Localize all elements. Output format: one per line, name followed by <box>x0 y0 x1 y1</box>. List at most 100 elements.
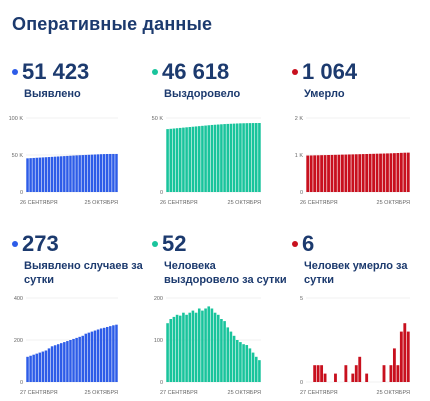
stat-label: Выздоровело <box>164 88 241 100</box>
bar <box>185 127 188 192</box>
bar <box>115 324 118 382</box>
y-tick-label: 50 K <box>12 153 24 159</box>
bar <box>90 331 94 382</box>
red-dot-icon <box>292 241 298 247</box>
bar <box>60 156 63 192</box>
bar <box>392 153 396 192</box>
bar <box>112 325 115 382</box>
chart-died-total: 0 1 K 2 K 26 СЕНТЯБРЯ 25 ОКТЯБРЯ <box>295 116 410 206</box>
bar <box>361 154 365 192</box>
bar <box>191 126 195 192</box>
bar <box>191 310 195 382</box>
bar <box>365 154 369 192</box>
bar <box>102 154 106 192</box>
bar <box>389 365 393 382</box>
bar <box>229 331 233 382</box>
bar <box>235 340 239 382</box>
green-dot-icon <box>152 69 158 75</box>
bar <box>320 365 324 382</box>
bar <box>56 344 60 382</box>
bar <box>337 154 341 192</box>
bar <box>216 124 220 192</box>
bar <box>258 360 261 382</box>
x-tick-label: 26 СЕНТЯБРЯ <box>160 200 198 206</box>
bar <box>210 308 214 382</box>
bar <box>330 154 334 192</box>
chart-recovered-total: 0 50 K 26 СЕНТЯБРЯ 25 ОКТЯБРЯ <box>152 116 261 206</box>
chart-recovered-daily: 0 100 200 27 СЕНТЯБРЯ 25 ОКТЯБРЯ <box>154 296 261 396</box>
bar <box>172 128 176 192</box>
y-tick-label: 200 <box>14 338 23 344</box>
x-tick-label: 25 ОКТЯБРЯ <box>85 390 118 396</box>
bar <box>75 155 78 192</box>
bar <box>207 306 211 382</box>
chart-detected-total: 0 50 K 100 K 26 СЕНТЯБРЯ 25 ОКТЯБРЯ <box>9 116 118 206</box>
bar <box>47 157 51 192</box>
x-tick-label: 27 СЕНТЯБРЯ <box>20 390 58 396</box>
bar <box>66 155 69 192</box>
bar <box>382 365 386 382</box>
bar <box>56 156 60 192</box>
bar <box>53 345 57 382</box>
bar <box>245 123 249 192</box>
bar <box>87 154 91 192</box>
y-tick-label: 5 <box>300 296 303 302</box>
stat-value: 46 618 <box>162 59 230 84</box>
bar <box>327 155 330 192</box>
y-tick-label: 1 K <box>295 153 304 159</box>
bar <box>320 155 324 192</box>
bar <box>35 353 38 382</box>
bar <box>201 125 204 192</box>
bar <box>406 152 410 192</box>
x-tick-label: 25 ОКТЯБРЯ <box>85 200 118 206</box>
bar <box>96 154 100 192</box>
bar <box>169 128 173 192</box>
chart-detected-daily: 0 200 400 27 СЕНТЯБРЯ 25 ОКТЯБРЯ <box>14 296 118 396</box>
bar <box>175 128 179 192</box>
bar <box>382 153 386 192</box>
stat-label: Человек умерло за сутки <box>304 260 408 286</box>
x-tick-label: 25 ОКТЯБРЯ <box>377 200 410 206</box>
bar <box>245 345 249 382</box>
stat-value: 52 <box>162 231 187 256</box>
bar <box>69 155 72 192</box>
bar <box>309 155 313 192</box>
bar <box>334 154 337 192</box>
bar <box>365 373 369 382</box>
bar <box>81 335 84 382</box>
bar <box>99 328 103 382</box>
bar <box>50 346 54 382</box>
bar <box>396 365 400 382</box>
bar <box>188 312 192 382</box>
stat-value: 51 423 <box>22 59 90 84</box>
stat-label: Выявлено случаев за сутки <box>24 260 143 286</box>
y-tick-label: 400 <box>14 296 23 302</box>
bar <box>207 125 211 192</box>
bar <box>72 155 75 192</box>
x-tick-label: 25 ОКТЯБРЯ <box>377 390 410 396</box>
bar <box>102 327 106 382</box>
bar <box>223 124 226 192</box>
bar <box>66 341 69 382</box>
bar <box>242 344 245 382</box>
bar <box>344 154 348 192</box>
bar <box>239 123 242 192</box>
bar <box>248 123 252 192</box>
blue-dot-icon <box>12 69 18 75</box>
stat-label: Выявлено <box>24 88 81 100</box>
bar <box>347 154 351 192</box>
stat-label: Умерло <box>304 88 345 100</box>
x-tick-label: 27 СЕНТЯБРЯ <box>160 390 198 396</box>
bar <box>96 329 100 382</box>
bar <box>26 158 29 192</box>
bar <box>178 127 182 192</box>
bar <box>60 343 63 382</box>
bar <box>38 157 42 192</box>
bar <box>84 333 88 382</box>
bar <box>50 156 54 192</box>
bar <box>201 310 204 382</box>
bar <box>316 155 320 192</box>
x-tick-label: 25 ОКТЯБРЯ <box>228 390 261 396</box>
bar <box>226 327 230 382</box>
bar <box>35 157 38 192</box>
